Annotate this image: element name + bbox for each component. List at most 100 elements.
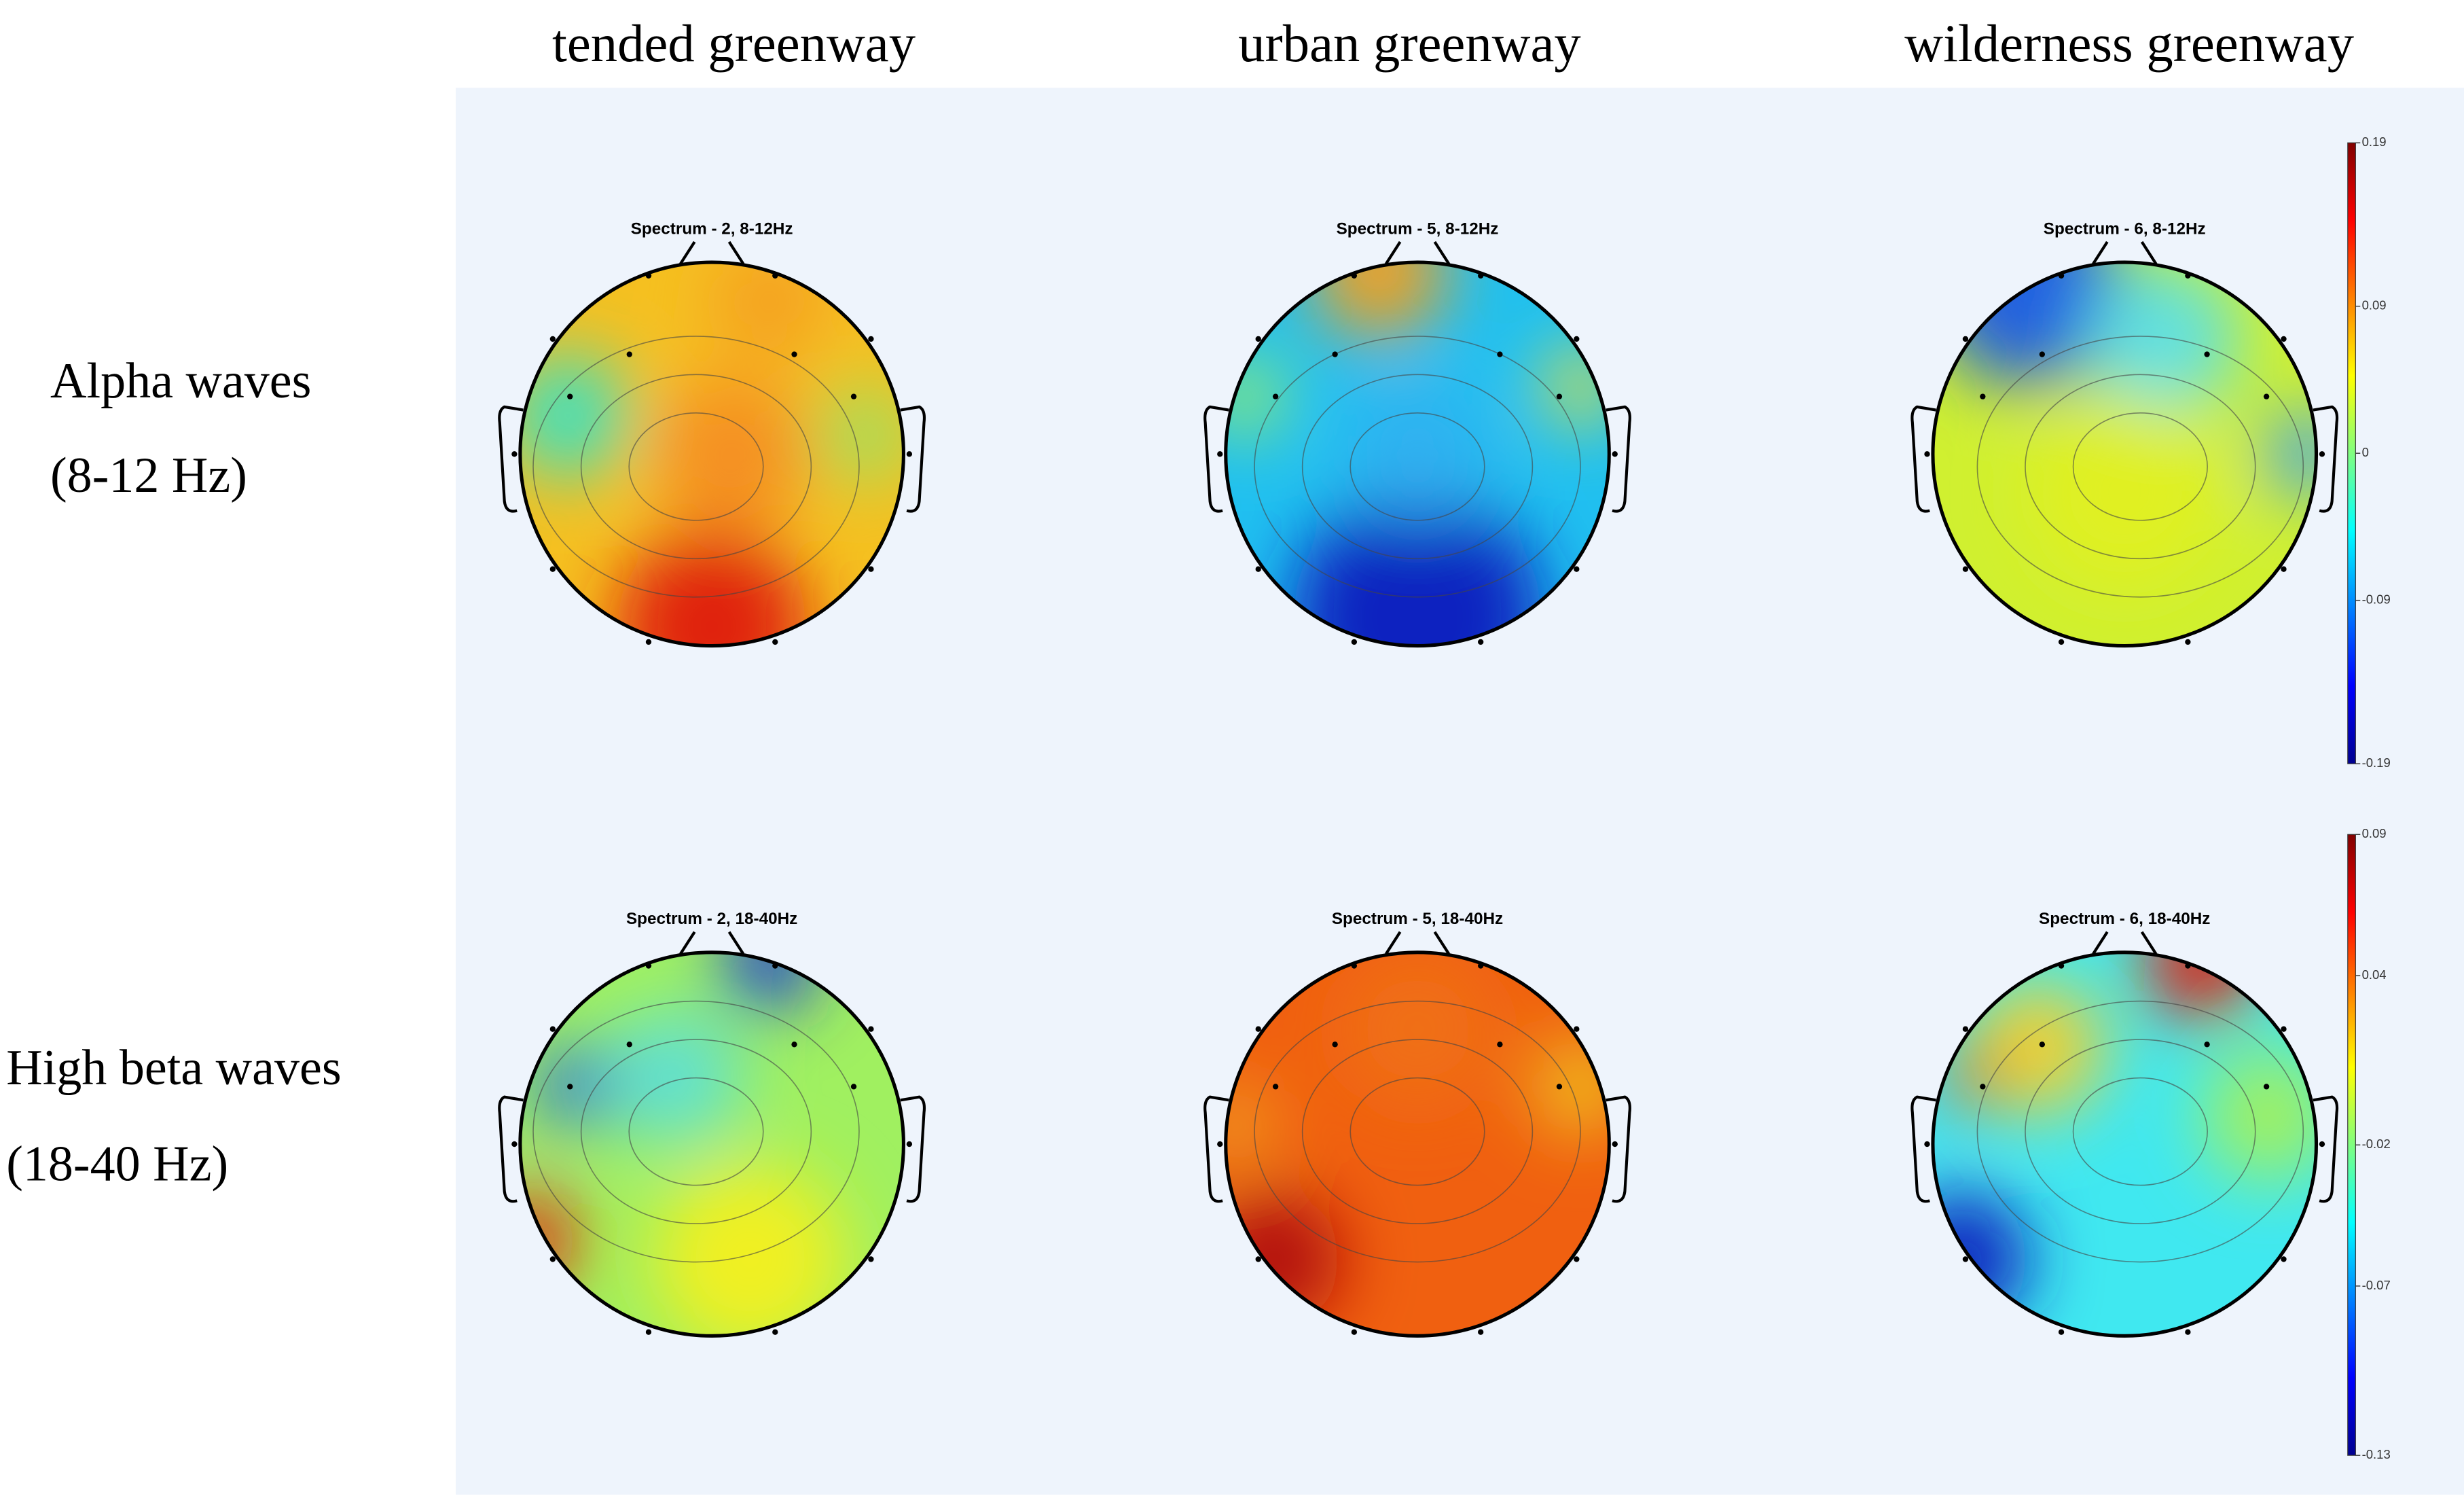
electrode — [1612, 1141, 1618, 1147]
electrode — [2263, 1084, 2270, 1090]
electrode — [626, 1041, 632, 1048]
electrode — [1497, 1041, 1503, 1048]
topomap — [1932, 952, 2317, 1336]
electrode — [1351, 272, 1358, 279]
electrode — [1962, 1026, 1969, 1032]
nose — [2092, 931, 2158, 955]
electrode — [2185, 272, 2191, 279]
electrode — [2281, 336, 2287, 342]
contour-line — [1976, 336, 2304, 598]
field-blob — [1341, 952, 1494, 1106]
field-blob — [1932, 262, 2125, 387]
electrode — [1255, 1256, 1261, 1262]
electrode — [549, 336, 556, 342]
head-outline — [1224, 260, 1611, 648]
electrode — [567, 393, 573, 399]
map-title: Spectrum - 2, 18-40Hz — [626, 910, 797, 928]
electrode — [645, 963, 652, 969]
map-title: Spectrum - 5, 8-12Hz — [1337, 219, 1499, 238]
contour-line — [1349, 1077, 1485, 1186]
electrode — [2319, 1141, 2325, 1147]
contour-line — [1301, 1039, 1534, 1224]
row-label: High beta waves — [6, 1040, 341, 1096]
electrode — [626, 351, 632, 357]
colorbar-tick-label: -0.09 — [2362, 592, 2391, 607]
contour-line — [1349, 412, 1485, 521]
electrode — [2263, 393, 2270, 399]
electrode — [1255, 336, 1261, 342]
field-blob — [817, 387, 904, 483]
electrode — [2058, 639, 2065, 645]
electrode — [549, 1256, 556, 1262]
colorbar-tick-label: -0.13 — [2362, 1447, 2391, 1461]
electrode — [850, 1084, 857, 1090]
topomap — [1932, 262, 2317, 646]
nose — [679, 931, 745, 955]
electrode — [1574, 566, 1580, 572]
electrode — [645, 272, 652, 279]
contour-line — [1254, 1000, 1581, 1263]
electrode — [549, 566, 556, 572]
field-blob — [2029, 396, 2221, 588]
electrode — [1478, 639, 1484, 645]
electrode — [511, 1141, 518, 1147]
electrode — [2204, 1041, 2210, 1048]
column-title: wilderness greenway — [1904, 14, 2354, 73]
electrode — [1574, 336, 1580, 342]
electrode — [1272, 1084, 1279, 1090]
topomap-field — [520, 262, 904, 646]
colorbar-tick-label: 0 — [2362, 445, 2369, 459]
field-blob — [535, 1048, 613, 1125]
row-sublabel: (8-12 Hz) — [50, 448, 247, 503]
colorbar-tick-label: -0.19 — [2362, 755, 2391, 770]
electrode — [2281, 1256, 2287, 1262]
left-ear — [1203, 1095, 1229, 1203]
head-outline — [1224, 950, 1611, 1338]
row-sublabel: (18-40 Hz) — [6, 1136, 228, 1192]
electrode — [1924, 451, 1930, 457]
electrode — [868, 1256, 874, 1262]
electrode — [1255, 566, 1261, 572]
left-ear — [498, 405, 524, 513]
right-ear — [900, 1095, 926, 1203]
nose — [1384, 931, 1451, 955]
nose — [1384, 241, 1451, 265]
contour-line — [1976, 1000, 2304, 1263]
contour-line — [580, 374, 812, 560]
head-outline — [518, 950, 905, 1338]
field-blob — [616, 531, 808, 646]
right-ear — [1606, 1095, 1631, 1203]
electrode — [567, 1084, 573, 1090]
field-blob — [1350, 387, 1485, 522]
electrode — [1478, 1329, 1484, 1335]
field-blob — [2264, 412, 2317, 497]
contour-line — [2072, 1077, 2208, 1186]
topomap — [520, 262, 904, 646]
electrode — [791, 1041, 797, 1048]
electrode — [868, 336, 874, 342]
map-title: Spectrum - 2, 8-12Hz — [631, 219, 793, 238]
electrode — [868, 1026, 874, 1032]
colorbar-tick-label: 0.09 — [2362, 298, 2387, 313]
contour-line — [2025, 374, 2256, 560]
contour-line — [2072, 412, 2208, 521]
electrode — [1962, 566, 1969, 572]
electrode — [2319, 451, 2325, 457]
field-blob — [2086, 262, 2240, 416]
electrode — [1351, 639, 1358, 645]
topomap — [1225, 262, 1610, 646]
electrode — [1980, 393, 1986, 399]
electrode — [1612, 451, 1618, 457]
electrode — [1478, 963, 1484, 969]
left-ear — [1910, 1095, 1936, 1203]
column-title: tended greenway — [552, 14, 916, 73]
right-ear — [1606, 405, 1631, 513]
map-title: Spectrum - 6, 18-40Hz — [2039, 910, 2210, 928]
nose — [679, 241, 745, 265]
left-ear — [498, 1095, 524, 1203]
field-blob — [654, 1163, 846, 1336]
nose — [2092, 241, 2158, 265]
colorbar-tick-label: 0.19 — [2362, 135, 2387, 149]
